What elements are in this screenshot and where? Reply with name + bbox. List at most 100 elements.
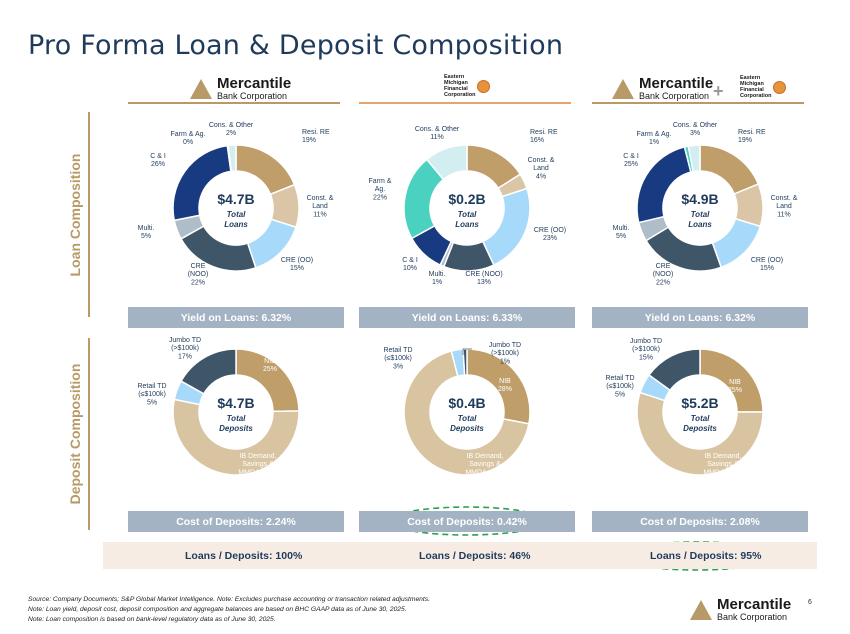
mercantile-loans-slice-label: Resi. RE 19%: [302, 129, 330, 144]
footnote: Source: Company Documents; S&P Global Ma…: [28, 596, 430, 603]
proforma-deposits-slice-label: Retail TD (≤$100k) 5%: [605, 375, 634, 398]
proforma-loans-slice-label: Resi. RE 19%: [738, 129, 766, 144]
mercantile-deposits-slice: [180, 348, 237, 395]
deposit-composition-label: Deposit Composition: [61, 338, 90, 530]
eastern-deposits-slice-label: Retail TD (≤$100k) 3%: [383, 347, 412, 370]
mercantile-deposits-chart: NIB 25% IB Demand, Savings & MMDA, 54% Retail…: [137, 337, 300, 476]
mercantile-mark-icon: [612, 79, 634, 99]
proforma-loans-slice-label: CRE (OO) 15%: [751, 257, 783, 272]
logo-subname: Bank Corporation: [217, 91, 288, 101]
proforma-deposits-slice-label: IB Demand, Savings & MMDA, 55%: [703, 453, 742, 476]
yield-bar: Yield on Loans: 6.32%: [592, 307, 808, 328]
mercantile-deposits-slice-label: NIB 25%: [263, 358, 277, 373]
eastern-deposits-slice-label: NIB 28%: [498, 378, 512, 393]
cost-bar: Cost of Deposits: 2.08%: [592, 511, 808, 532]
logo-name: Mercantile: [639, 75, 714, 92]
logo-name: Mercantile: [217, 75, 292, 92]
proforma-loans-slice-label: Multi. 5%: [613, 225, 630, 240]
column-divider: [128, 102, 340, 104]
eastern-loans-slice-label: C & I 10%: [402, 257, 418, 272]
center-total-value: $0.4B: [448, 395, 485, 411]
center-label-line2: Deposits: [219, 424, 253, 433]
center-label-line1: Total: [227, 414, 247, 423]
eastern-loans-slice-label: Multi. 1%: [429, 271, 446, 286]
page-title: Pro Forma Loan & Deposit Composition: [28, 30, 564, 61]
center-total-value: $4.7B: [217, 395, 254, 411]
proforma-loans-slice-label: Cons. & Other 3%: [673, 122, 718, 137]
proforma-deposits-slice: [636, 391, 764, 476]
proforma-deposits-slice-label: Jumbo TD (>$100k) 15%: [630, 338, 662, 361]
eastern-logo-line: Financial: [740, 87, 764, 93]
mercantile-logo: Mercantile Bank Corporation: [612, 76, 713, 102]
column-divider: [592, 102, 804, 104]
mercantile-footer-logo: Mercantile Bank Corporation: [690, 597, 791, 623]
yield-bar: Yield on Loans: 6.33%: [359, 307, 575, 328]
proforma-deposits-chart: NIB 25% IB Demand, Savings & MMDA, 55% Retail…: [605, 338, 764, 476]
center-total-value: $4.7B: [217, 191, 254, 207]
cost-bar: Cost of Deposits: 0.42%: [359, 511, 575, 532]
eastern-loans-slice-label: Farm & Ag. 22%: [369, 178, 392, 201]
eastern-logo-line: Corporation: [444, 92, 476, 98]
mercantile-loans-slice-label: CRE (NOO) 22%: [188, 263, 209, 286]
eastern-deposits-chart: NIB 28% IB Demand, Savings & MMDA, 68% Retail…: [383, 342, 531, 476]
mercantile-mark-icon: [690, 600, 712, 620]
center-total-value: $5.2B: [681, 395, 718, 411]
proforma-loans-slice-label: CRE (NOO) 22%: [653, 263, 674, 286]
proforma-loans-chart: Resi. RE 19% Const. & Land 11% CRE (OO) 15% CRE…: [613, 122, 798, 286]
logo-subname: Bank Corporation: [639, 91, 710, 101]
mercantile-loans-slice-label: C & I 26%: [150, 153, 166, 168]
eastern-loans-slice-label: CRE (NOO) 13%: [465, 271, 502, 286]
footnote: Note: Loan yield, deposit cost, deposit …: [28, 606, 407, 613]
eastern-loans-slice: [481, 187, 531, 267]
eastern-michigan-logo: Eastern Michigan Financial Corporation: [740, 75, 787, 99]
eastern-loans-chart: Resi. RE 16% Const. & Land 4% CRE (OO) 23% CRE …: [369, 126, 567, 286]
proforma-loans-slice-label: Farm & Ag. 1%: [636, 131, 671, 146]
proforma-loans-slice: [699, 144, 760, 195]
center-label-line2: Loans: [688, 220, 712, 229]
eastern-emblem-icon: [477, 79, 491, 93]
eastern-loans-slice-label: CRE (OO) 23%: [534, 227, 566, 242]
eastern-logo-line: Michigan: [444, 80, 468, 86]
center-label-line2: Loans: [455, 220, 479, 229]
eastern-deposits-slice-label: IB Demand, Savings & MMDA, 68%: [465, 453, 504, 476]
center-label-line2: Loans: [224, 220, 248, 229]
center-total-value: $0.2B: [448, 191, 485, 207]
mercantile-loans-slice-label: Farm & Ag. 0%: [170, 131, 205, 146]
plus-icon: +: [713, 81, 724, 101]
yield-bar: Yield on Loans: 6.32%: [128, 307, 344, 328]
mercantile-deposits-slice-label: IB Demand, Savings & MMDA, 54%: [238, 453, 277, 476]
cost-bar: Cost of Deposits: 2.24%: [128, 511, 344, 532]
eastern-logo-line: Financial: [444, 86, 468, 92]
ltd-value: Loans / Deposits: 46%: [419, 550, 531, 562]
column-divider: [359, 102, 571, 104]
center-label-line1: Total: [691, 210, 711, 219]
proforma-loans-slice-label: C & I 25%: [623, 153, 639, 168]
page-number: 6: [808, 599, 812, 606]
mercantile-logo: Mercantile Bank Corporation: [190, 76, 291, 102]
loans-deposits-band: [103, 542, 817, 569]
mercantile-mark-icon: [190, 79, 212, 99]
center-label-line1: Total: [458, 414, 478, 423]
mercantile-loans-slice: [235, 144, 296, 196]
mercantile-deposits-slice: [172, 398, 300, 476]
eastern-loans-slice-label: Cons. & Other 11%: [415, 126, 460, 141]
center-label-line2: Deposits: [683, 424, 717, 433]
mercantile-loans-slice: [172, 144, 232, 222]
eastern-loans-slice-label: Resi. RE 16%: [530, 129, 558, 144]
mercantile-loans-slice-label: Const. & Land 11%: [307, 195, 334, 218]
proforma-deposits-slice-label: NIB 25%: [728, 379, 742, 394]
ltd-value: Loans / Deposits: 95%: [650, 550, 762, 562]
proforma-deposits-slice: [647, 348, 701, 392]
proforma-loans-slice-label: Const. & Land 11%: [771, 195, 798, 218]
mercantile-loans-slice: [227, 144, 237, 173]
eastern-loans-slice: [425, 144, 468, 181]
mercantile-loans-chart: Resi. RE 19% Const. & Land 11% CRE (OO) 15% CRE…: [138, 122, 334, 286]
center-total-value: $4.9B: [681, 191, 718, 207]
eastern-logo-line: Eastern: [740, 75, 761, 81]
mercantile-deposits-slice-label: Retail TD (≤$100k) 5%: [137, 383, 166, 406]
mercantile-loans-slice-label: Multi. 5%: [138, 225, 155, 240]
eastern-michigan-logo: Eastern Michigan Financial Corporation: [444, 74, 491, 98]
eastern-logo-line: Eastern: [444, 74, 465, 80]
center-label-line1: Total: [458, 210, 478, 219]
